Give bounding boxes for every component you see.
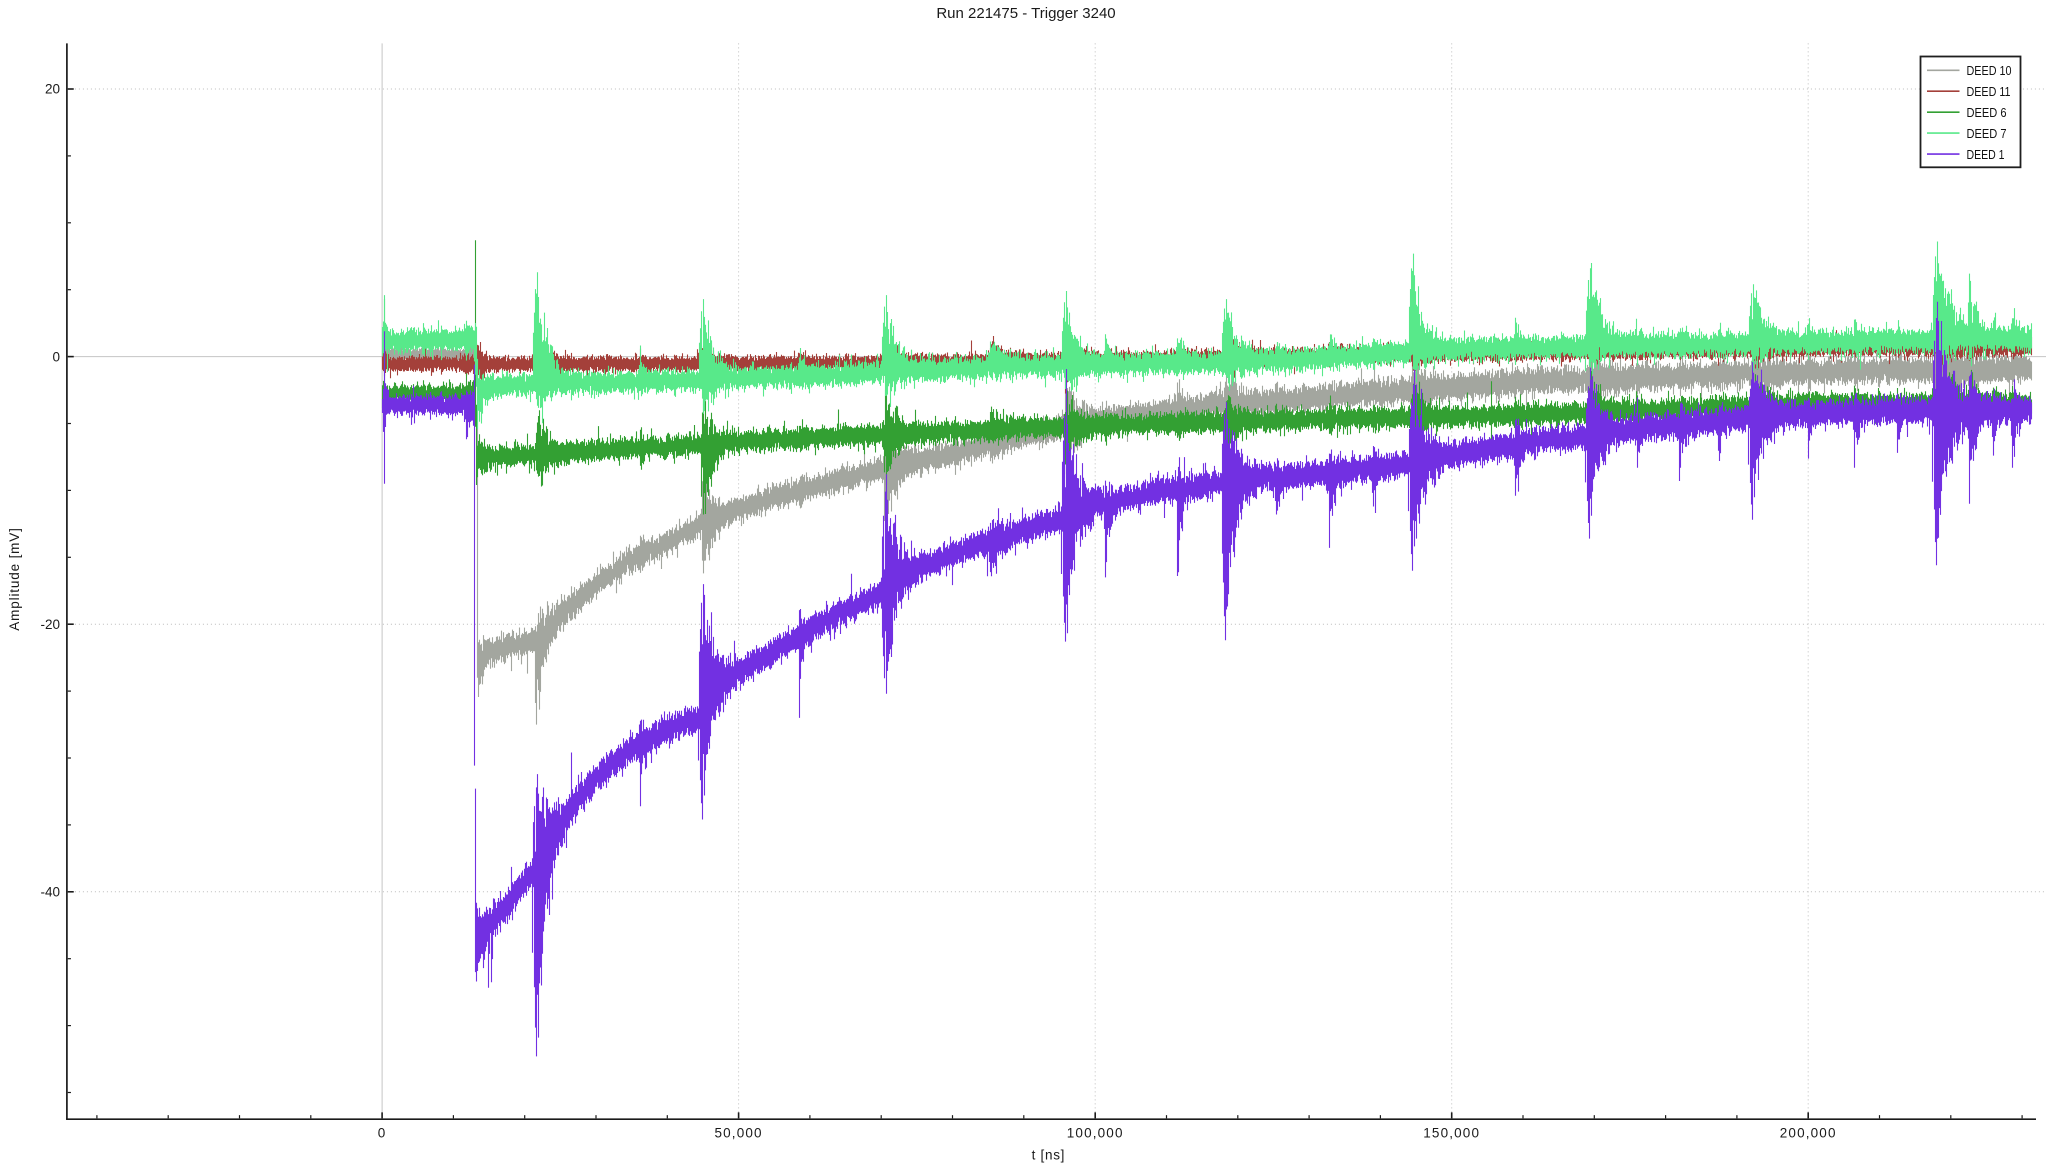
svg-text:200,000: 200,000 [1780,1126,1837,1141]
svg-text:20: 20 [45,82,60,97]
svg-text:150,000: 150,000 [1423,1126,1480,1141]
svg-text:DEED 10: DEED 10 [1967,63,2012,78]
svg-text:DEED 11: DEED 11 [1967,84,2011,99]
svg-text:0: 0 [378,1126,387,1141]
svg-text:-20: -20 [40,617,60,632]
svg-text:Amplitude [mV]: Amplitude [mV] [7,527,22,630]
svg-text:0: 0 [52,349,60,364]
svg-text:Run 221475 - Trigger 3240: Run 221475 - Trigger 3240 [936,5,1115,22]
svg-text:t [ns]: t [ns] [1032,1148,1065,1163]
svg-text:DEED 1: DEED 1 [1967,147,2005,162]
svg-text:DEED 6: DEED 6 [1967,105,2007,120]
svg-text:100,000: 100,000 [1067,1126,1124,1141]
svg-text:DEED 7: DEED 7 [1967,126,2007,141]
svg-text:50,000: 50,000 [714,1126,762,1141]
svg-text:-40: -40 [40,885,60,900]
